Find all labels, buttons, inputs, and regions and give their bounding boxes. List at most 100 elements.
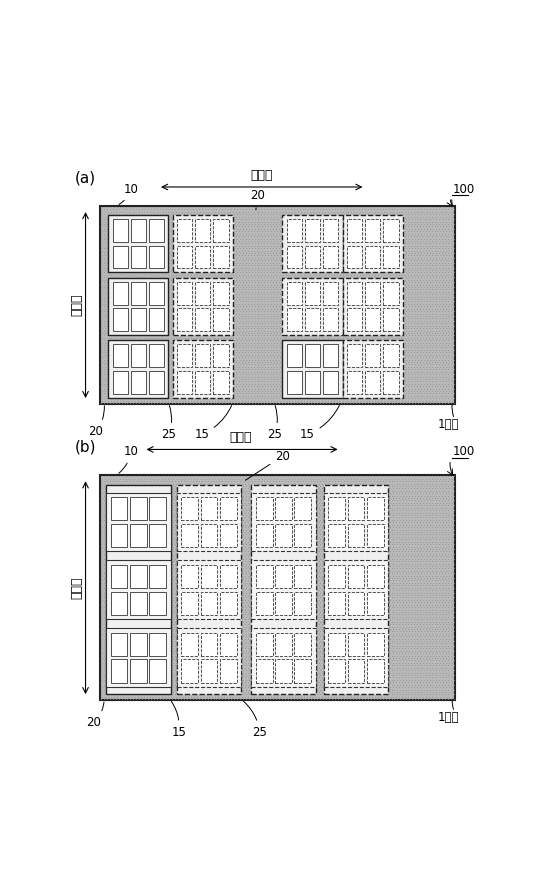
Point <box>304 372 313 386</box>
Point <box>255 200 264 214</box>
Point <box>132 688 141 702</box>
Point <box>232 248 240 262</box>
Point <box>300 278 308 292</box>
Point <box>129 469 137 483</box>
Point <box>245 266 254 280</box>
Point <box>368 282 377 296</box>
Point <box>224 203 233 217</box>
Point <box>328 527 337 541</box>
Point <box>175 588 184 602</box>
Point <box>432 634 440 648</box>
Point <box>305 248 314 262</box>
Point <box>187 564 196 578</box>
Point <box>180 663 188 677</box>
Point <box>113 583 121 597</box>
Point <box>439 617 448 631</box>
Point <box>209 580 218 594</box>
Point <box>429 304 437 318</box>
Point <box>144 571 152 585</box>
Point <box>269 241 277 255</box>
Point <box>291 389 300 403</box>
Point <box>157 472 166 486</box>
Point <box>265 266 274 280</box>
Point <box>223 239 231 253</box>
Point <box>370 489 378 503</box>
Point <box>197 658 206 672</box>
Point <box>441 343 449 357</box>
Point <box>134 311 142 325</box>
Point <box>422 364 430 378</box>
Point <box>153 280 162 294</box>
Point <box>387 542 396 556</box>
Point <box>374 510 383 524</box>
Point <box>207 571 215 585</box>
Point <box>140 379 148 393</box>
Point <box>159 532 167 546</box>
Point <box>280 299 289 313</box>
Point <box>273 215 281 229</box>
Point <box>294 278 302 292</box>
Point <box>188 494 197 508</box>
Point <box>196 297 204 311</box>
Point <box>448 666 456 680</box>
Point <box>175 370 184 384</box>
Point <box>412 307 421 321</box>
Point <box>163 258 172 272</box>
Point <box>192 600 200 614</box>
Point <box>217 651 225 665</box>
Point <box>292 576 301 590</box>
Point <box>372 280 381 294</box>
Point <box>291 607 300 621</box>
Point <box>114 566 123 580</box>
Point <box>160 321 169 335</box>
Point <box>200 275 209 289</box>
Point <box>207 232 215 246</box>
Point <box>111 295 120 309</box>
Point <box>408 396 417 410</box>
Point <box>254 299 262 313</box>
Point <box>102 557 111 571</box>
Point <box>125 646 133 660</box>
Point <box>212 270 221 284</box>
Point <box>163 341 172 355</box>
Point <box>255 588 264 602</box>
Point <box>138 289 147 303</box>
Point <box>305 680 314 694</box>
Point <box>356 516 365 530</box>
Point <box>218 668 227 682</box>
Point <box>234 282 243 296</box>
Point <box>356 545 365 558</box>
Point <box>218 295 227 309</box>
Point <box>445 525 454 539</box>
Point <box>396 212 404 226</box>
Point <box>288 670 296 684</box>
Point <box>448 651 456 665</box>
Point <box>155 345 163 359</box>
Point <box>144 207 152 221</box>
Point <box>362 559 371 573</box>
Point <box>447 367 455 381</box>
Point <box>402 203 411 217</box>
Point <box>331 639 339 653</box>
Point <box>128 200 136 214</box>
Point <box>257 517 265 531</box>
Point <box>395 666 403 680</box>
Point <box>236 683 244 697</box>
Point <box>134 248 142 262</box>
Point <box>412 579 421 593</box>
Point <box>337 236 346 250</box>
Point <box>248 547 256 561</box>
Point <box>289 624 298 638</box>
Point <box>392 651 400 665</box>
Point <box>187 545 196 558</box>
Point <box>129 677 137 691</box>
Point <box>200 236 209 250</box>
Point <box>341 530 350 544</box>
Point <box>408 382 417 396</box>
Point <box>261 215 270 229</box>
Point <box>408 508 417 522</box>
Point <box>203 352 212 366</box>
Point <box>132 266 141 280</box>
Point <box>340 620 348 634</box>
Point <box>387 517 396 531</box>
